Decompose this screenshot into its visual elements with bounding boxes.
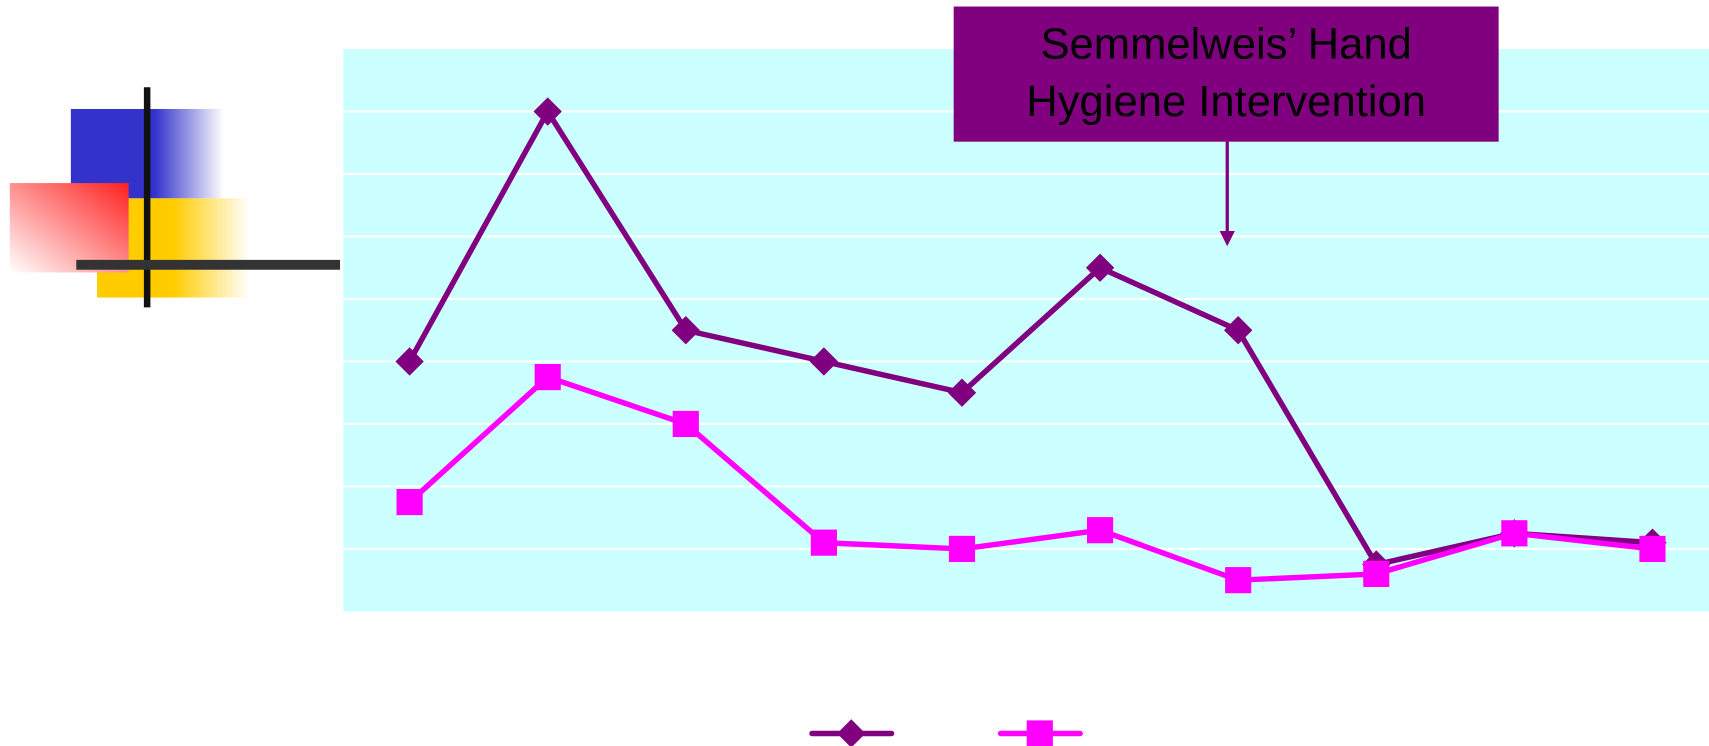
- logo-block: [9, 183, 129, 273]
- marker: [533, 97, 562, 126]
- legend: [809, 719, 1083, 746]
- marker: [1225, 567, 1252, 594]
- marker: [1501, 520, 1528, 547]
- marker: [396, 488, 423, 516]
- marker: [1363, 560, 1390, 587]
- legend-marker: [1026, 720, 1053, 746]
- marker: [1224, 316, 1253, 345]
- marker: [1639, 535, 1666, 562]
- marker: [810, 529, 837, 556]
- annotation-text: Hygiene Intervention: [1026, 78, 1426, 126]
- marker: [672, 410, 699, 438]
- annotation-box: [953, 6, 1499, 142]
- marker: [948, 535, 976, 562]
- logo: [9, 87, 341, 308]
- marker: [534, 364, 561, 391]
- annotation-arrowhead: [1219, 231, 1235, 247]
- legend-marker: [837, 719, 866, 746]
- plot-area: [343, 49, 1709, 612]
- marker: [395, 347, 424, 376]
- annotation: Semmelweis’ Hand Hygiene Intervention: [953, 6, 1499, 247]
- series-group: [395, 97, 1667, 594]
- annotation-text: Semmelweis’ Hand: [1040, 20, 1411, 68]
- marker: [809, 347, 839, 376]
- marker: [1086, 517, 1114, 544]
- grid: [343, 110, 1709, 551]
- series-line: [407, 373, 1653, 583]
- series-line: [407, 106, 1653, 568]
